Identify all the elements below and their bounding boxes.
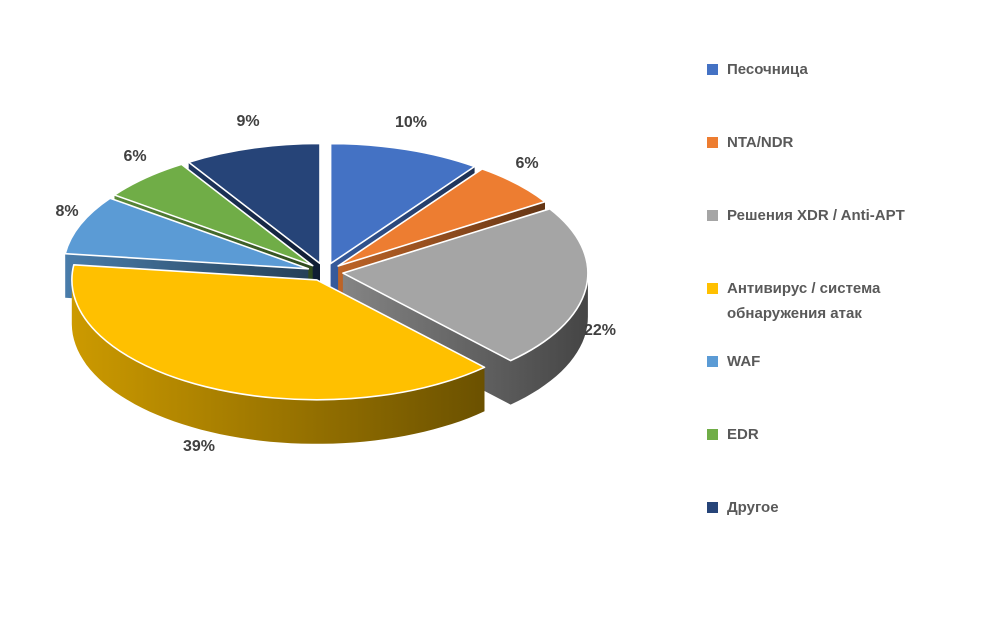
legend-swatch-waf bbox=[707, 356, 718, 367]
legend-label-other: Другое bbox=[727, 499, 779, 516]
pie-slice-top-waf bbox=[64, 197, 310, 270]
pie-slice-top-nta-ndr bbox=[337, 168, 546, 267]
legend-label-waf: WAF bbox=[727, 353, 761, 370]
legend-item-waf: WAF bbox=[707, 349, 969, 422]
legend-swatch-nta-ndr bbox=[707, 137, 718, 148]
data-label-waf: 8% bbox=[55, 203, 78, 220]
pie-slice-top-edr bbox=[113, 163, 314, 267]
pie-3d-svg: 10% 6% 22% 39% 8% 6% 9% bbox=[55, 113, 616, 455]
data-label-antivirus-ids: 39% bbox=[183, 438, 215, 455]
pie-slice-xdr-anti-apt bbox=[342, 208, 589, 405]
legend-swatch-other bbox=[707, 502, 718, 513]
legend-label-edr: EDR bbox=[727, 426, 759, 443]
data-label-nta-ndr: 6% bbox=[515, 155, 538, 172]
pie-slice-top-antivirus-ids bbox=[71, 264, 486, 401]
chart-legend: Песочница NTA/NDR Решения XDR / Anti-APT Ан… bbox=[707, 57, 969, 568]
legend-item-edr: EDR bbox=[707, 422, 969, 495]
pie-slice-top-sandbox bbox=[329, 142, 476, 265]
pie-slice-top-xdr-anti-apt bbox=[342, 208, 589, 362]
legend-item-xdr-anti-apt: Решения XDR / Anti-APT bbox=[707, 203, 969, 276]
legend-item-sandbox: Песочница bbox=[707, 57, 969, 130]
pie-slice-antivirus-ids bbox=[71, 264, 486, 444]
legend-label-nta-ndr: NTA/NDR bbox=[727, 134, 794, 151]
legend-item-antivirus-ids: Антивирус / система обнаружения атак bbox=[707, 276, 969, 349]
legend-label-antivirus-ids: Антивирус / система обнаружения атак bbox=[727, 280, 881, 322]
legend-label-xdr-anti-apt: Решения XDR / Anti-APT bbox=[727, 207, 905, 224]
legend-item-other: Другое bbox=[707, 495, 969, 568]
data-label-sandbox: 10% bbox=[395, 114, 427, 131]
pie-slice-side-wall bbox=[71, 280, 485, 444]
pie-chart: 10% 6% 22% 39% 8% 6% 9% bbox=[55, 113, 616, 455]
data-label-other: 9% bbox=[236, 113, 259, 130]
legend-swatch-edr bbox=[707, 429, 718, 440]
data-label-xdr-anti-apt: 22% bbox=[584, 322, 616, 339]
legend-item-nta-ndr: NTA/NDR bbox=[707, 130, 969, 203]
legend-swatch-xdr-anti-apt bbox=[707, 210, 718, 221]
pie-slice-top-other bbox=[187, 142, 321, 265]
data-label-edr: 6% bbox=[123, 148, 146, 165]
legend-swatch-sandbox bbox=[707, 64, 718, 75]
legend-swatch-antivirus-ids bbox=[707, 283, 718, 294]
legend-label-sandbox: Песочница bbox=[727, 61, 808, 78]
